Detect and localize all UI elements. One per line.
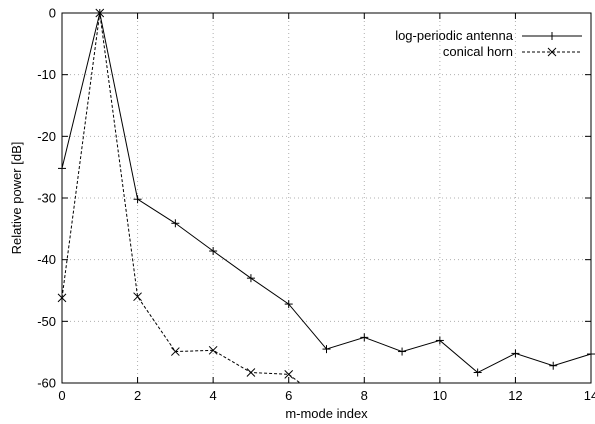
x-tick-label: 8: [361, 388, 368, 403]
y-tick-label: -30: [37, 191, 56, 206]
data-point: [208, 345, 218, 355]
x-tick-label: 12: [508, 388, 522, 403]
data-point: [473, 368, 482, 377]
data-point: [133, 292, 142, 302]
data-point: [171, 347, 180, 356]
data-point: [284, 300, 293, 309]
y-tick-label: -20: [37, 129, 56, 144]
grid-lines: [62, 13, 591, 383]
data-point: [549, 361, 558, 370]
data-point: [171, 219, 180, 228]
series-2: [57, 8, 301, 384]
series-group: [57, 8, 595, 384]
series-line: [61, 12, 592, 374]
x-axis-label: m-mode index: [285, 406, 368, 421]
data-point: [246, 274, 255, 283]
legend-item-2: conical horn: [443, 44, 582, 59]
data-point: [322, 345, 331, 354]
x-tick-label: 2: [134, 388, 141, 403]
legend-swatch-marker: [547, 47, 557, 57]
x-tick-label: 0: [58, 388, 65, 403]
legend-label: conical horn: [443, 44, 513, 59]
data-point: [398, 347, 407, 356]
data-point: [209, 247, 218, 256]
y-tick-label: -10: [37, 67, 56, 82]
axis-ticks: 0 2 4 6 8 10 12 14 0 -10 -20 -30 -40 -50 -60: [37, 6, 595, 404]
data-point: [511, 349, 520, 358]
data-point: [284, 370, 294, 379]
y-tick-label: -40: [37, 252, 56, 267]
data-point: [435, 336, 444, 345]
y-tick-label: 0: [49, 6, 56, 21]
y-tick-label: -60: [37, 376, 56, 391]
data-point: [360, 333, 369, 342]
x-tick-label: 6: [285, 388, 292, 403]
y-axis-label: Relative power [dB]: [9, 142, 24, 255]
legend-item-1: log-periodic antenna: [395, 28, 582, 43]
series-line: [61, 12, 301, 384]
data-point: [246, 368, 256, 377]
data-point: [133, 195, 142, 204]
x-tick-label: 10: [433, 388, 447, 403]
legend-label: log-periodic antenna: [395, 28, 514, 43]
x-tick-label: 4: [210, 388, 217, 403]
y-tick-label: -50: [37, 314, 56, 329]
x-tick-label: 14: [584, 388, 595, 403]
legend-swatch-marker: [548, 32, 556, 40]
